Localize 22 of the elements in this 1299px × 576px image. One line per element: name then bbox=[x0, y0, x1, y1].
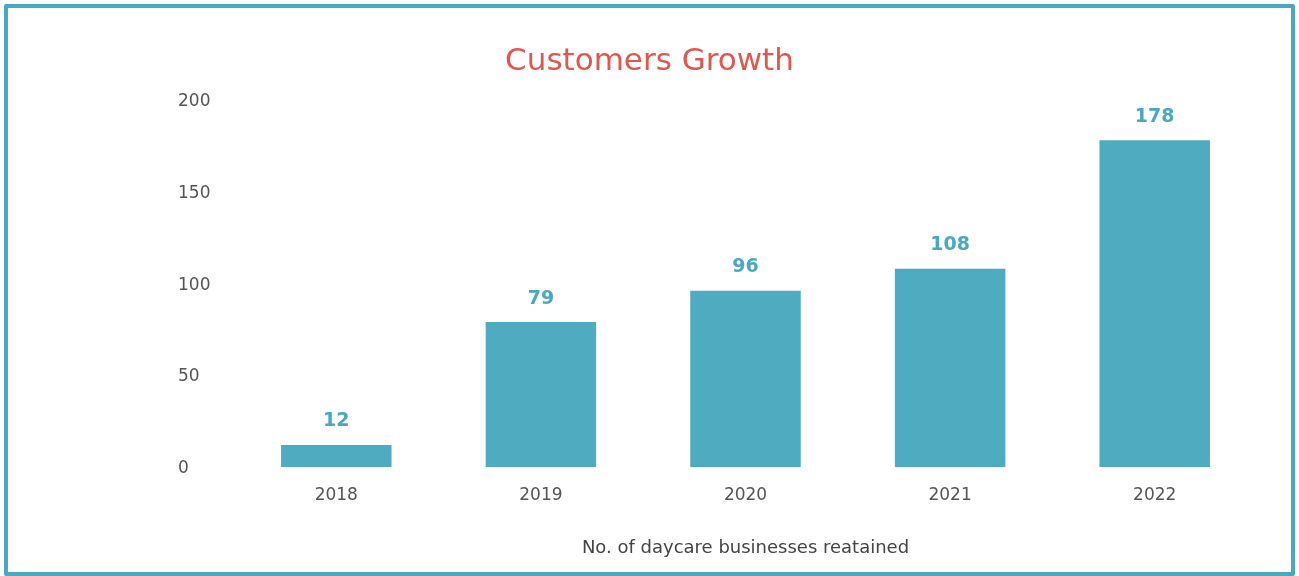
chart-title: Customers Growth bbox=[505, 40, 794, 77]
x-axis-title: No. of daycare businesses reatained bbox=[581, 535, 910, 557]
bar bbox=[894, 268, 1006, 467]
bar bbox=[281, 444, 392, 467]
y-tick-label: 100 bbox=[178, 273, 211, 294]
data-label: 178 bbox=[1134, 103, 1175, 126]
bar bbox=[1099, 140, 1210, 467]
x-tick-label: 2020 bbox=[723, 483, 768, 504]
bar bbox=[485, 322, 597, 467]
data-label: 79 bbox=[527, 285, 555, 308]
y-tick-label: 50 bbox=[178, 365, 200, 386]
x-tick-label: 2021 bbox=[928, 483, 972, 504]
data-label: 108 bbox=[930, 232, 970, 255]
x-tick-label: 2019 bbox=[519, 483, 563, 504]
y-tick-label: 150 bbox=[178, 181, 211, 202]
x-tick-label: 2018 bbox=[314, 483, 358, 504]
y-tick-label: 200 bbox=[178, 90, 211, 110]
x-tick-label: 2022 bbox=[1133, 483, 1177, 504]
y-tick-label: 0 bbox=[178, 457, 189, 477]
bar bbox=[690, 290, 801, 467]
data-label: 12 bbox=[323, 408, 350, 431]
data-label: 96 bbox=[732, 254, 759, 277]
